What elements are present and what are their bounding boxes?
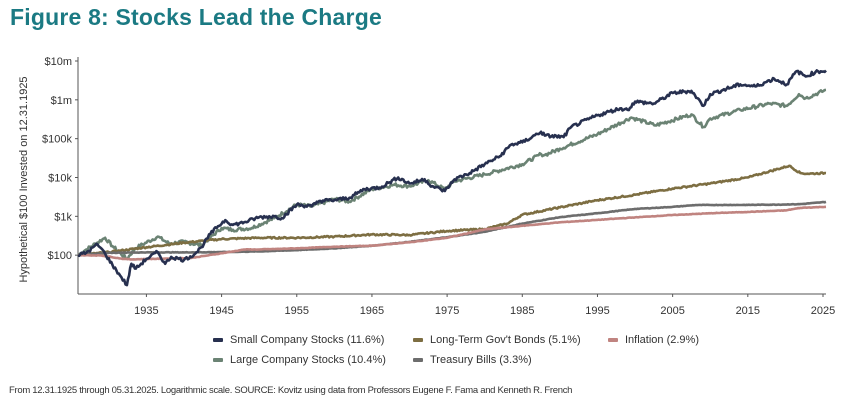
y-tick-label: $1m (51, 95, 72, 107)
series-line-2 (77, 205, 827, 261)
x-tick-label: 2005 (660, 305, 684, 317)
x-tick-label: 2025 (811, 305, 835, 317)
y-tick-label: $10k (48, 173, 72, 185)
y-tick-label: $100k (42, 134, 72, 146)
x-tick-label: 1945 (209, 305, 233, 317)
legend-swatch-icon (213, 338, 223, 342)
series-line-0 (77, 69, 827, 287)
chart-title: Figure 8: Stocks Lead the Charge (10, 4, 382, 30)
y-tick-label: $10m (44, 56, 72, 68)
legend-swatch-icon (608, 338, 618, 342)
x-tick-label: 1935 (134, 305, 158, 317)
legend-label: Large Company Stocks (10.4%) (230, 354, 386, 366)
legend-item: Large Company Stocks (10.4%) (213, 354, 386, 366)
x-tick-label: 1995 (585, 305, 609, 317)
x-tick-label: 1965 (360, 305, 384, 317)
x-tick-label: 1955 (285, 305, 309, 317)
source-note: From 12.31.1925 through 05.31.2025. Loga… (9, 385, 573, 396)
x-tick-label: 1975 (435, 305, 459, 317)
series-line-1 (77, 164, 827, 257)
y-tick-label: $100 (48, 250, 72, 262)
chart-axes: $100 $1k $10k $100k $1m $10m 1935 1945 1955 1965 1… (18, 56, 835, 317)
series-line-4 (77, 200, 827, 257)
y-axis-label: Hypothetical $100 Invested on 12.31.1925 (18, 76, 30, 282)
legend-label: Treasury Bills (3.3%) (430, 354, 532, 366)
legend-label: Long-Term Gov't Bonds (5.1%) (430, 334, 581, 346)
legend-item: Treasury Bills (3.3%) (413, 354, 532, 366)
legend-label: Small Company Stocks (11.6%) (230, 334, 385, 346)
legend-swatch-icon (413, 338, 423, 342)
chart-series-layer (77, 69, 827, 287)
legend-swatch-icon (413, 358, 423, 362)
x-tick-label: 1985 (510, 305, 534, 317)
legend-swatch-icon (213, 358, 223, 362)
legend-item: Long-Term Gov't Bonds (5.1%) (413, 334, 581, 346)
legend-item: Inflation (2.9%) (608, 334, 699, 346)
legend-item: Small Company Stocks (11.6%) (213, 334, 384, 346)
y-tick-label: $1k (54, 211, 72, 223)
x-tick-label: 2015 (736, 305, 760, 317)
legend-label: Inflation (2.9%) (625, 334, 699, 346)
series-line-3 (77, 88, 827, 261)
